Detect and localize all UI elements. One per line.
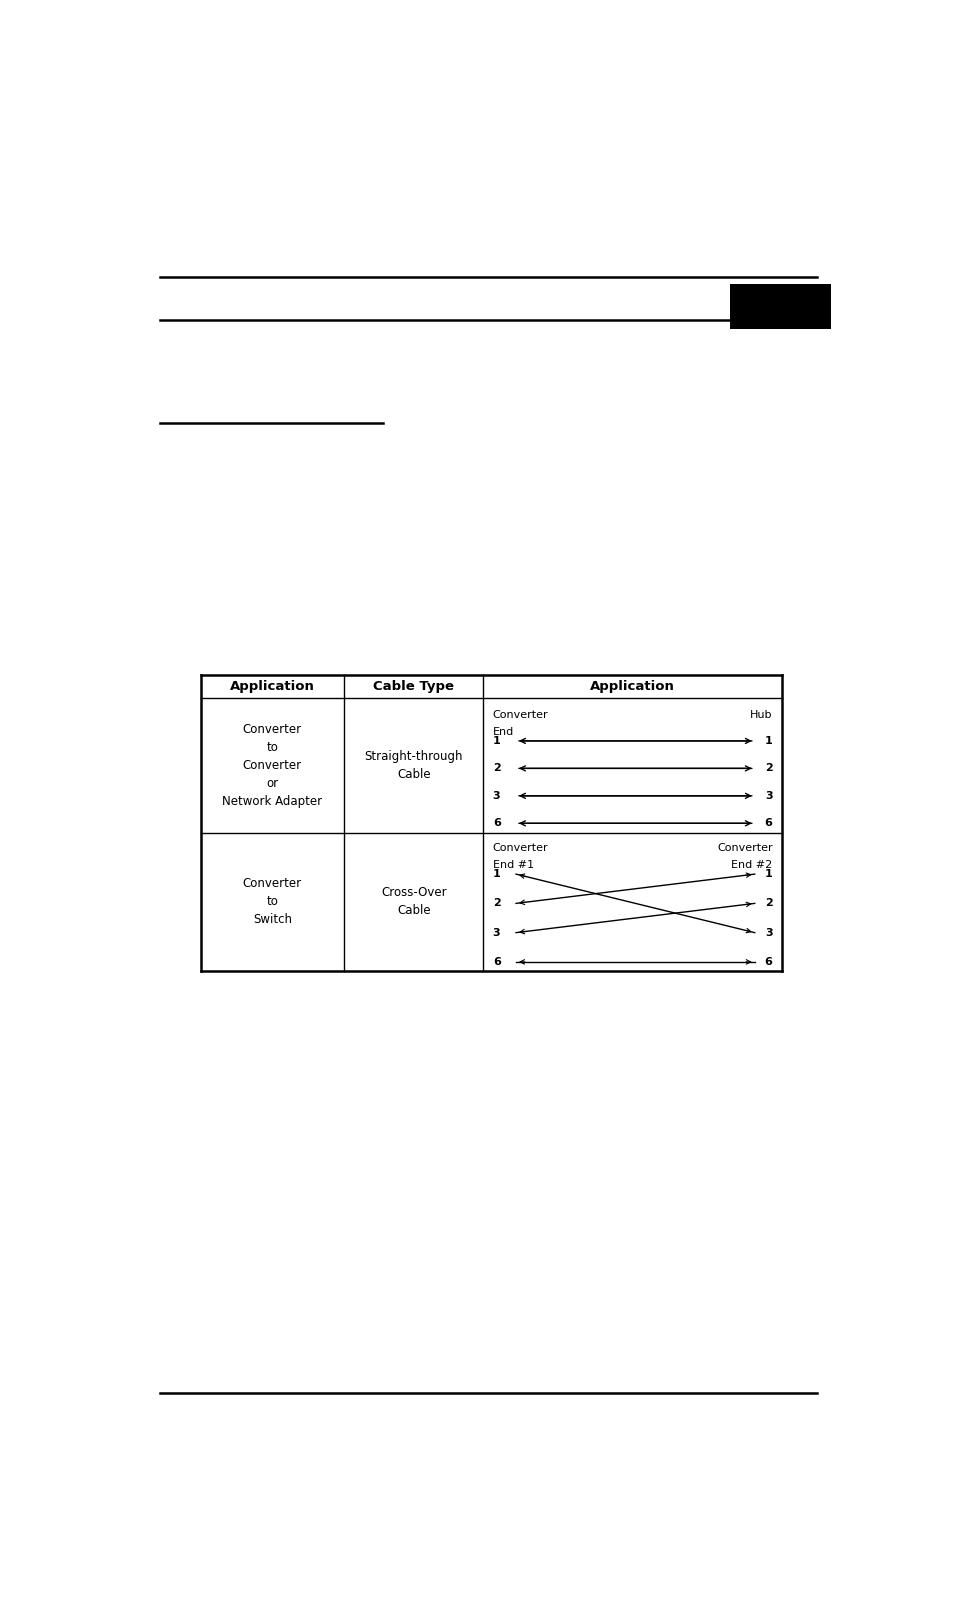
Text: 6: 6	[764, 819, 772, 829]
Text: Application: Application	[230, 680, 314, 693]
Text: End: End	[493, 727, 514, 737]
Text: Converter: Converter	[493, 843, 548, 853]
Text: 6: 6	[764, 958, 772, 967]
Text: Converter: Converter	[493, 711, 548, 721]
Text: Converter
to
Switch: Converter to Switch	[242, 877, 301, 927]
Text: 2: 2	[493, 764, 500, 774]
Text: Hub: Hub	[749, 711, 772, 721]
Bar	[729, 284, 830, 329]
Text: 3: 3	[493, 791, 500, 801]
Text: Converter
to
Converter
or
Network Adapter: Converter to Converter or Network Adapte…	[222, 722, 322, 808]
Text: 2: 2	[764, 764, 772, 774]
Text: 3: 3	[764, 927, 772, 938]
Text: Straight-through
Cable: Straight-through Cable	[364, 750, 462, 780]
Text: 1: 1	[493, 869, 500, 879]
Text: Application: Application	[590, 680, 675, 693]
Text: 3: 3	[764, 791, 772, 801]
Text: Cross-Over
Cable: Cross-Over Cable	[380, 887, 446, 917]
Text: Converter: Converter	[717, 843, 772, 853]
Text: 3: 3	[493, 927, 500, 938]
Text: End #1: End #1	[493, 861, 534, 870]
Text: Cable Type: Cable Type	[373, 680, 454, 693]
Text: 1: 1	[764, 869, 772, 879]
Text: 2: 2	[493, 898, 500, 909]
Text: 1: 1	[493, 737, 500, 746]
Text: 6: 6	[493, 819, 500, 829]
Text: End #2: End #2	[731, 861, 772, 870]
Text: 1: 1	[764, 737, 772, 746]
Text: 2: 2	[764, 898, 772, 909]
Text: 6: 6	[493, 958, 500, 967]
